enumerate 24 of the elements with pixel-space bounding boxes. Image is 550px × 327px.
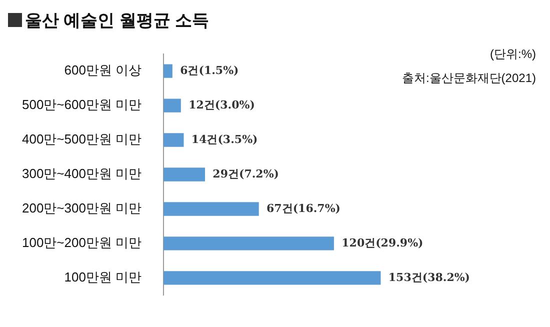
data-label: 6건(1.5%) — [180, 64, 239, 77]
data-label: 153건(38.2%) — [388, 270, 470, 284]
y-tick-label: 600만원 이상 — [64, 62, 142, 78]
data-label: 120건(29.9%) — [342, 236, 424, 250]
y-tick-label: 200만~300만원 미만 — [22, 200, 142, 216]
bar — [164, 202, 259, 216]
y-tick-label: 500만~600만원 미만 — [22, 97, 142, 112]
bar — [164, 98, 181, 112]
data-label: 12건(3.0%) — [188, 98, 255, 112]
bar — [164, 168, 206, 182]
y-tick-label: 100만~200만원 미만 — [22, 235, 142, 250]
bar — [164, 236, 334, 250]
data-label: 14건(3.5%) — [191, 132, 258, 146]
data-label: 67건(16.7%) — [266, 202, 340, 215]
source-note: 출처:울산문화재단(2021) — [402, 70, 536, 87]
y-tick-label: 300만~400만원 미만 — [22, 166, 142, 182]
text: (단위:%) — [489, 46, 536, 63]
y-tick-label: 100만원 미만 — [64, 270, 142, 285]
chart-title: 울산 예술인 월평균 소득 — [25, 10, 210, 32]
bar — [164, 271, 381, 285]
y-tick-label: 400만~500만원 미만 — [22, 132, 142, 147]
data-label: 29건(7.2%) — [212, 167, 279, 180]
bar — [164, 64, 172, 78]
bar — [164, 133, 184, 147]
